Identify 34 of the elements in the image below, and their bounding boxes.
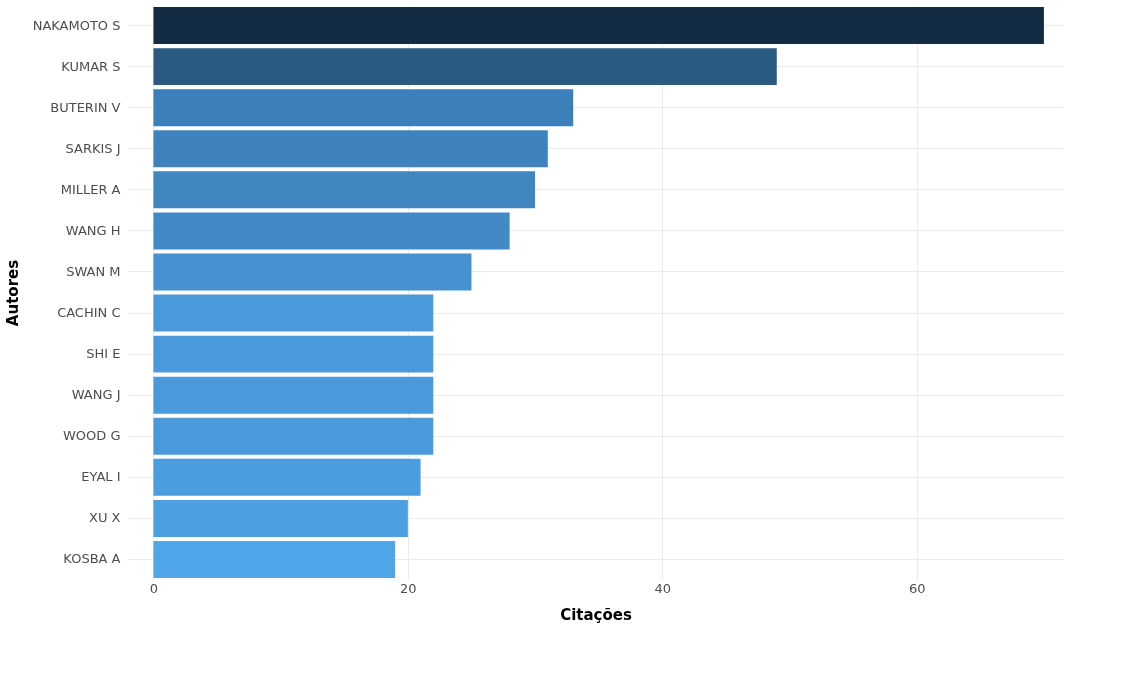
bar: [153, 417, 434, 455]
y-tick-label: KOSBA A: [63, 551, 121, 567]
y-tick-label: CACHIN C: [57, 305, 121, 321]
y-tick-label: MILLER A: [60, 181, 121, 197]
x-axis-title: Citações: [560, 605, 632, 624]
y-tick-label: WANG J: [71, 387, 121, 403]
bar: [153, 335, 434, 373]
x-tick-label: 0: [149, 580, 159, 596]
bar: [153, 89, 574, 127]
y-tick-label: KUMAR S: [61, 58, 121, 74]
y-tick-label: SHI E: [86, 346, 121, 362]
bar: [153, 376, 434, 414]
bar: [153, 294, 434, 332]
y-axis-title: Autores: [3, 259, 22, 327]
x-tick-label: 40: [654, 580, 672, 596]
bar: [153, 499, 408, 537]
y-tick-label: SWAN M: [66, 263, 121, 279]
y-tick-label: NAKAMOTO S: [32, 17, 121, 33]
bar: [153, 7, 1044, 45]
bar: [153, 458, 421, 496]
y-tick-label: XU X: [89, 510, 121, 526]
bar: [153, 171, 536, 209]
x-tick-label: 20: [400, 580, 417, 596]
y-tick-label: BUTERIN V: [50, 99, 121, 115]
y-tick-label: WANG H: [65, 222, 121, 238]
bar: [153, 130, 548, 168]
y-tick-label: WOOD G: [62, 428, 121, 444]
bar: [153, 540, 396, 578]
y-tick-label: EYAL I: [81, 469, 121, 485]
bar: [153, 212, 510, 250]
bar: [153, 253, 472, 291]
bar: [153, 48, 777, 86]
y-tick-label: SARKIS J: [65, 140, 121, 156]
x-tick-label: 60: [908, 580, 926, 596]
